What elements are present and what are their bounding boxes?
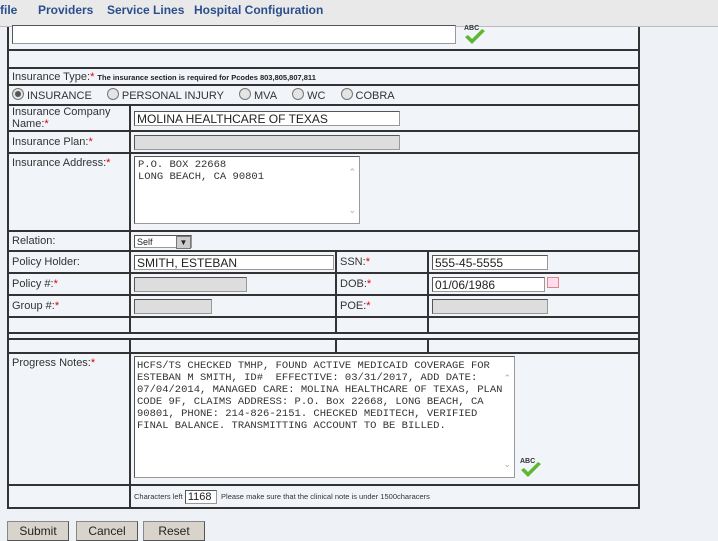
plan-label: Insurance Plan: [12,136,89,148]
poe-input[interactable] [432,298,548,314]
dob-input[interactable]: 01/06/1986 [432,276,545,292]
relation-label: Relation: [12,235,56,247]
chevron-down-icon[interactable]: ▼ [176,235,191,249]
group-number-label: Group #: [12,300,55,312]
radio-label: INSURANCE [27,90,92,102]
cancel-button[interactable]: Cancel [76,521,138,541]
radio-icon[interactable] [239,88,252,100]
radio-personal-injury[interactable]: PERSONAL INJURY [106,88,224,102]
radio-icon[interactable] [292,88,305,100]
required-mark: * [365,256,370,268]
radio-icon[interactable] [12,88,24,100]
spellcheck-label: ABC [464,25,480,32]
required-mark: * [366,300,371,312]
insurance-type-row: Insurance Type:* The insurance section i… [7,67,640,86]
required-mark: * [53,278,58,290]
radio-label: COBRA [355,90,395,102]
radio-icon[interactable] [340,88,353,100]
chars-hint: Please make sure that the clinical note … [221,491,430,501]
policy-number-input[interactable] [134,276,247,292]
progress-notes-textarea[interactable]: HCFS/TS CHECKED TMHP, FOUND ACTIVE MEDIC… [134,356,515,478]
poe-label: POE: [340,300,367,312]
chars-left-input: 1168 [184,489,217,504]
progress-notes-text: HCFS/TS CHECKED TMHP, FOUND ACTIVE MEDIC… [137,360,503,432]
required-mark: * [366,278,372,290]
required-mark: * [44,118,49,130]
radio-wc[interactable]: WC [292,88,326,102]
insurance-type-radios: INSURANCE PERSONAL INJURY MVA WC COBRA [7,84,640,106]
radio-cobra[interactable]: COBRA [340,88,395,102]
nav-service-lines[interactable]: Service Lines [107,3,185,17]
submit-button[interactable]: Submit [7,521,69,541]
required-mark: * [106,157,111,169]
policy-number-label: Policy #: [12,278,54,290]
checkmark-icon [465,29,485,44]
policy-holder-label: Policy Holder: [12,256,80,268]
radio-label: WC [307,90,326,102]
radio-insurance[interactable]: INSURANCE [12,88,92,102]
required-mark: * [90,357,96,369]
dob-label: DOB: [340,278,367,290]
top-nav: file Providers Service Lines Hospital Co… [0,0,718,27]
scroll-up-icon[interactable]: ⌃ [348,168,356,178]
progress-notes-label: Progress Notes: [12,357,91,369]
company-label: Insurance Company Name: [12,106,111,130]
scroll-down-icon[interactable]: ⌄ [348,206,356,216]
radio-label: MVA [254,90,278,102]
insurance-plan-input[interactable] [134,134,400,150]
relation-select[interactable]: Self ▼ [134,234,192,249]
group-number-input[interactable] [134,298,212,314]
reset-button[interactable]: Reset [143,521,205,541]
relation-value: Self [137,236,153,247]
ssn-input[interactable]: 555-45-5555 [432,254,548,270]
radio-mva[interactable]: MVA [239,88,278,102]
spellcheck-label: ABC [520,458,536,465]
required-mark: * [90,70,95,83]
insurance-type-label: Insurance Type: [12,70,91,83]
address-label: Insurance Address: [12,157,107,169]
insurance-form: Insurance Type:* The insurance section i… [7,25,640,509]
ssn-label: SSN: [340,256,366,268]
nav-profile[interactable]: file [0,3,18,17]
required-mark: * [88,136,93,148]
address-text: P.O. BOX 22668 LONG BEACH, CA 90801 [138,159,265,183]
radio-label: PERSONAL INJURY [121,90,224,102]
company-name-input[interactable]: MOLINA HEALTHCARE OF TEXAS [134,110,400,126]
previous-textarea[interactable] [12,25,456,44]
checkmark-icon [521,462,541,477]
insurance-note: The insurance section is required for Pc… [97,72,316,82]
insurance-address-textarea[interactable]: P.O. BOX 22668 LONG BEACH, CA 90801 ⌃ ⌄ [134,156,360,224]
scroll-up-icon[interactable]: ⌃ [503,374,511,384]
chars-left-label: Characters left [134,491,183,501]
scroll-down-icon[interactable]: ⌄ [503,460,511,470]
spellcheck-icon-top[interactable]: ABC [462,25,488,47]
calendar-icon[interactable] [547,277,559,288]
required-mark: * [54,300,60,312]
nav-providers[interactable]: Providers [38,3,94,17]
radio-icon[interactable] [106,88,119,100]
spellcheck-icon[interactable]: ABC [518,458,544,480]
nav-hospital-configuration[interactable]: Hospital Configuration [194,3,324,17]
policy-holder-input[interactable]: SMITH, ESTEBAN [134,254,334,270]
